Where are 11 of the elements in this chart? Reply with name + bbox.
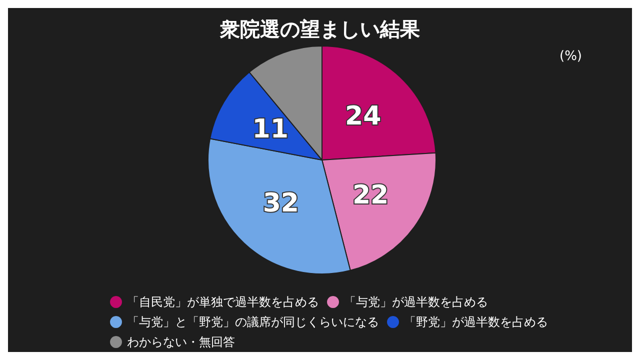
data-label: 11	[252, 114, 288, 144]
legend-label: 「野党」が過半数を占める	[404, 315, 548, 329]
legend-label: わからない・無回答	[127, 335, 235, 349]
legend-label: 「自民党」が単独で過半数を占める	[127, 295, 319, 309]
data-label: 22	[352, 180, 389, 210]
data-label: 32	[262, 188, 300, 219]
text: (%)	[560, 49, 582, 64]
legend-label: 「与党」と「野党」の議席が同じくらいになる	[127, 315, 379, 329]
chart-title: 衆院選の望ましい結果	[219, 17, 421, 41]
legend-label: 「与党」が過半数を占める	[344, 295, 488, 309]
data-label: 24	[344, 101, 382, 132]
